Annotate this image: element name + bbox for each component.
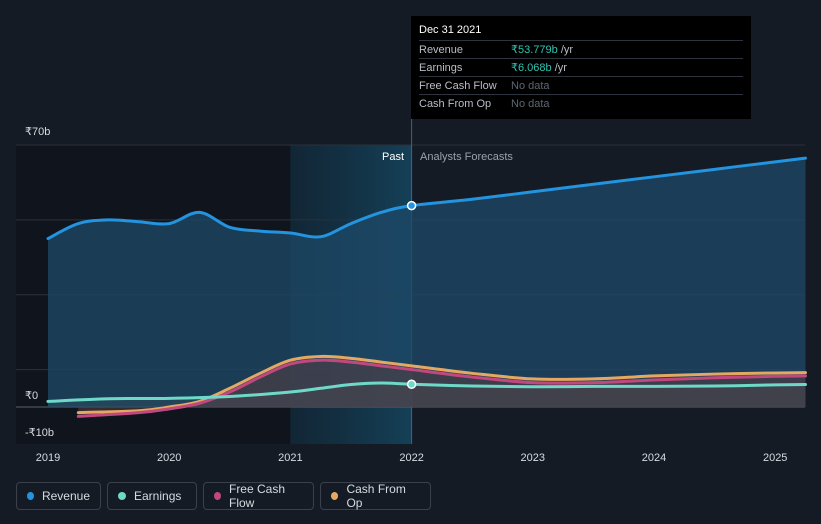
tooltip-value: ₹6.068b: [511, 62, 552, 74]
legend-dot-icon: [118, 492, 126, 500]
tooltip-label: Earnings: [419, 61, 463, 74]
series-line: [46, 156, 807, 241]
tooltip-row-earnings: Earnings ₹6.068b /yr: [419, 58, 743, 76]
legend: Revenue Earnings Free Cash Flow Cash Fro…: [16, 482, 431, 512]
legend-item-earnings[interactable]: Earnings: [107, 482, 197, 510]
tooltip-value: No data: [511, 97, 550, 110]
x-tick-label: 2022: [399, 452, 423, 464]
tooltip-row-fcf: Free Cash Flow No data: [419, 76, 743, 94]
legend-label: Revenue: [41, 489, 90, 503]
legend-label: Earnings: [134, 489, 182, 503]
x-tick-label: 2024: [642, 452, 666, 464]
tooltip-value: ₹53.779b: [511, 44, 558, 56]
past-label: Past: [382, 151, 404, 163]
data-point-marker: [406, 379, 417, 390]
x-tick-label: 2025: [763, 452, 787, 464]
tooltip: Dec 31 2021 Revenue ₹53.779b /yr Earning…: [411, 16, 751, 119]
tooltip-label: Free Cash Flow: [419, 79, 497, 92]
x-tick-label: 2020: [157, 452, 181, 464]
series-area: [48, 158, 806, 407]
forecast-label: Analysts Forecasts: [420, 151, 513, 163]
legend-label: Cash From Op: [346, 482, 406, 510]
series-line: [76, 354, 807, 415]
tooltip-date: Dec 31 2021: [419, 24, 482, 36]
tooltip-value: No data: [511, 79, 550, 92]
data-point-marker: [406, 200, 417, 211]
tooltip-row-revenue: Revenue ₹53.779b /yr: [419, 40, 743, 58]
x-tick-label: 2023: [521, 452, 545, 464]
tooltip-label: Revenue: [419, 43, 464, 56]
legend-label: Free Cash Flow: [228, 482, 286, 510]
x-tick-label: 2021: [278, 452, 302, 464]
tooltip-unit: /yr: [557, 44, 574, 56]
legend-item-free-cash-flow[interactable]: Free Cash Flow: [203, 482, 314, 510]
legend-dot-icon: [214, 492, 221, 500]
series-line: [46, 381, 807, 403]
tooltip-row-cfo: Cash From Op No data: [419, 94, 743, 112]
y-tick-label: ₹70b: [25, 126, 50, 138]
legend-item-cash-from-op[interactable]: Cash From Op: [320, 482, 431, 510]
tooltip-unit: /yr: [551, 62, 567, 74]
legend-item-revenue[interactable]: Revenue: [16, 482, 101, 510]
x-tick-label: 2019: [36, 452, 60, 464]
y-tick-label: -₹10b: [25, 427, 54, 439]
legend-dot-icon: [27, 492, 34, 500]
legend-dot-icon: [331, 492, 339, 500]
series-line: [76, 358, 807, 418]
tooltip-label: Cash From Op: [419, 97, 492, 110]
y-tick-label: ₹0: [25, 390, 38, 402]
series-area: [48, 383, 806, 407]
series-area: [78, 360, 806, 417]
